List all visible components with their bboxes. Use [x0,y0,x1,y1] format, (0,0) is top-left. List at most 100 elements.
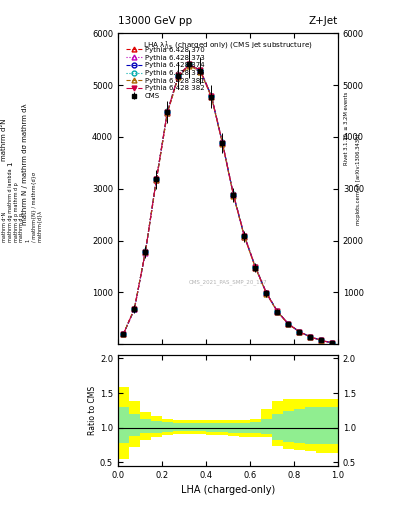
Pythia 6.428 381 [209,94,214,100]
Pythia 6.428 370 [198,67,203,73]
Pythia 6.428 373 [143,249,148,255]
Pythia 6.428 381 [154,178,159,184]
Pythia 6.428 373 [319,337,324,344]
Pythia 6.428 374 [132,306,137,312]
Pythia 6.428 375 [143,248,148,254]
Pythia 6.428 382 [253,264,258,270]
Pythia 6.428 370 [275,308,280,314]
Pythia 6.428 374 [231,192,236,198]
Pythia 6.428 375 [286,321,291,327]
Pythia 6.428 382 [143,248,148,254]
Pythia 6.428 375 [253,264,258,270]
Pythia 6.428 382 [132,306,137,312]
Y-axis label: Ratio to CMS: Ratio to CMS [88,386,97,435]
Pythia 6.428 373 [231,192,236,198]
Pythia 6.428 382 [187,61,192,68]
Pythia 6.428 373 [286,321,291,327]
Pythia 6.428 370 [187,61,192,68]
Pythia 6.428 382 [308,334,313,340]
Pythia 6.428 382 [121,331,126,337]
Pythia 6.428 373 [132,306,137,312]
Pythia 6.428 375 [154,176,159,182]
Pythia 6.428 375 [231,191,236,197]
Pythia 6.428 381 [165,110,170,116]
Text: CMS_2021_PAS_SMP_20_187: CMS_2021_PAS_SMP_20_187 [189,279,267,285]
Pythia 6.428 382 [319,337,324,344]
Pythia 6.428 375 [319,337,324,344]
Pythia 6.428 370 [231,191,236,198]
Pythia 6.428 382 [209,93,214,99]
Pythia 6.428 374 [198,68,203,74]
Pythia 6.428 370 [165,109,170,115]
Text: LHA $\lambda^{1}_{0.5}$ (charged only) (CMS jet substructure): LHA $\lambda^{1}_{0.5}$ (charged only) (… [143,39,313,53]
Line: Pythia 6.428 373: Pythia 6.428 373 [121,63,335,346]
Pythia 6.428 375 [209,93,214,99]
Pythia 6.428 370 [264,290,269,296]
Pythia 6.428 373 [209,94,214,100]
Pythia 6.428 381 [275,309,280,315]
Line: Pythia 6.428 382: Pythia 6.428 382 [121,62,335,346]
Pythia 6.428 381 [198,69,203,75]
Pythia 6.428 382 [242,233,247,239]
Text: Z+Jet: Z+Jet [309,15,338,26]
Pythia 6.428 373 [308,334,313,340]
Pythia 6.428 373 [154,177,159,183]
Pythia 6.428 370 [154,176,159,182]
Pythia 6.428 374 [242,233,247,240]
Pythia 6.428 373 [220,140,225,146]
Pythia 6.428 375 [275,308,280,314]
Pythia 6.428 370 [308,334,313,340]
Pythia 6.428 373 [275,309,280,315]
Text: 13000 GeV pp: 13000 GeV pp [118,15,192,26]
Pythia 6.428 375 [330,340,335,346]
Pythia 6.428 374 [209,93,214,99]
Legend: Pythia 6.428 370, Pythia 6.428 373, Pythia 6.428 374, Pythia 6.428 375, Pythia 6: Pythia 6.428 370, Pythia 6.428 373, Pyth… [124,44,207,102]
Pythia 6.428 375 [308,334,313,340]
Pythia 6.428 381 [264,291,269,297]
Pythia 6.428 375 [187,61,192,67]
Pythia 6.428 375 [198,67,203,73]
Line: Pythia 6.428 381: Pythia 6.428 381 [121,63,335,346]
Pythia 6.428 373 [165,110,170,116]
Pythia 6.428 382 [275,308,280,314]
Pythia 6.428 381 [330,340,335,346]
Pythia 6.428 382 [220,140,225,146]
Pythia 6.428 374 [330,340,335,346]
Pythia 6.428 375 [121,331,126,337]
Pythia 6.428 373 [264,290,269,296]
Pythia 6.428 370 [209,93,214,99]
Pythia 6.428 374 [165,109,170,115]
Pythia 6.428 374 [154,176,159,182]
Line: Pythia 6.428 374: Pythia 6.428 374 [121,62,335,346]
Pythia 6.428 375 [297,329,302,335]
Pythia 6.428 374 [253,264,258,270]
Pythia 6.428 375 [242,232,247,239]
Pythia 6.428 382 [198,68,203,74]
Pythia 6.428 381 [242,234,247,240]
Pythia 6.428 375 [176,72,181,78]
Pythia 6.428 381 [231,193,236,199]
Pythia 6.428 382 [154,176,159,182]
Pythia 6.428 381 [132,305,137,311]
Pythia 6.428 382 [165,109,170,115]
Pythia 6.428 370 [132,306,137,312]
Pythia 6.428 381 [253,265,258,271]
Pythia 6.428 381 [121,331,126,337]
Pythia 6.428 374 [121,331,126,337]
Pythia 6.428 375 [132,306,137,312]
Pythia 6.428 373 [242,233,247,240]
Pythia 6.428 374 [319,337,324,344]
Pythia 6.428 381 [143,249,148,255]
Pythia 6.428 370 [176,72,181,78]
Text: mcplots.cern.ch [arXiv:1306.3436]: mcplots.cern.ch [arXiv:1306.3436] [356,134,361,225]
Pythia 6.428 374 [264,290,269,296]
Pythia 6.428 370 [121,331,126,337]
Line: Pythia 6.428 375: Pythia 6.428 375 [121,61,335,345]
Pythia 6.428 381 [176,74,181,80]
Pythia 6.428 373 [330,340,335,346]
Pythia 6.428 370 [143,248,148,254]
Pythia 6.428 375 [165,108,170,114]
Pythia 6.428 381 [220,141,225,147]
Pythia 6.428 373 [187,62,192,68]
Pythia 6.428 375 [220,139,225,145]
